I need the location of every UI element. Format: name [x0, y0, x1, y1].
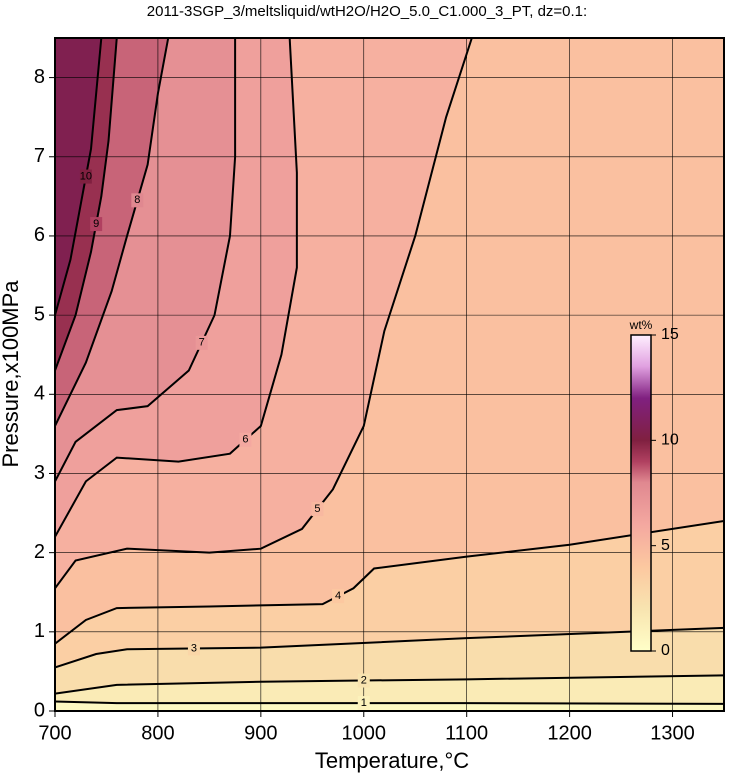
contour-label: 1	[361, 697, 367, 709]
contour-label-bg	[90, 217, 103, 232]
x-tick-label: 900	[244, 722, 277, 744]
chart-title: 2011-3SGP_3/meltsliquid/wtH2O/H2O_5.0_C1…	[147, 3, 587, 20]
y-axis-label: Pressure,x100MPa	[0, 280, 23, 468]
x-tick-label: 1000	[342, 722, 387, 744]
x-tick-label: 1300	[650, 722, 695, 744]
contour-label-bg	[187, 641, 200, 656]
contour-line	[55, 38, 103, 316]
contour-label-bg	[357, 673, 370, 688]
colorbar-label: wt%	[629, 318, 653, 332]
contour-line	[55, 38, 170, 427]
x-tick-label: 1100	[445, 722, 488, 744]
x-tick-label: 1200	[547, 722, 592, 744]
y-tick-label: 6	[34, 224, 45, 246]
y-tick-label: 7	[34, 145, 45, 167]
contour-line	[55, 38, 237, 482]
contour-label-bg	[131, 193, 144, 208]
contour-label-bg	[332, 589, 345, 604]
colorbar-tick-label: 0	[661, 642, 670, 659]
x-tick-label: 700	[38, 722, 71, 744]
contour-label-bg	[239, 432, 252, 447]
y-tick-label: 4	[34, 383, 45, 405]
y-tick-label: 8	[34, 66, 45, 88]
contour-label: 5	[314, 503, 320, 515]
contour-label-bg	[357, 696, 370, 711]
y-tick-label: 1	[34, 620, 45, 642]
colorbar-tick-label: 5	[661, 537, 670, 554]
contour-line	[55, 674, 724, 695]
y-tick-label: 0	[34, 699, 45, 721]
y-tick-label: 5	[34, 303, 45, 325]
x-tick-label: 800	[141, 722, 174, 744]
colorbar-tick-label: 15	[661, 326, 679, 343]
contour-label: 2	[361, 674, 367, 686]
contour-label: 10	[80, 170, 92, 182]
y-tick-label: 2	[34, 541, 45, 563]
plot-frame	[54, 37, 725, 712]
contour-label-bg	[311, 502, 324, 517]
contour-label: 7	[199, 337, 205, 349]
contour-label: 6	[242, 434, 248, 446]
y-tick-label: 3	[34, 462, 45, 484]
x-axis-label: Temperature,°C	[315, 748, 469, 773]
contour-label: 9	[93, 218, 99, 230]
contour-fill	[55, 38, 102, 316]
contour-label: 4	[335, 590, 341, 602]
colorbar-tick-label: 10	[661, 432, 679, 449]
plot-area: 1 2 3 4 5 6 7 8 9 10	[55, 38, 724, 711]
contour-label-bg	[79, 169, 92, 184]
contour-label-bg	[195, 335, 208, 350]
contour-line	[55, 700, 724, 705]
contour-label: 8	[134, 194, 140, 206]
contour-label: 3	[191, 642, 197, 654]
colorbar	[630, 334, 652, 652]
